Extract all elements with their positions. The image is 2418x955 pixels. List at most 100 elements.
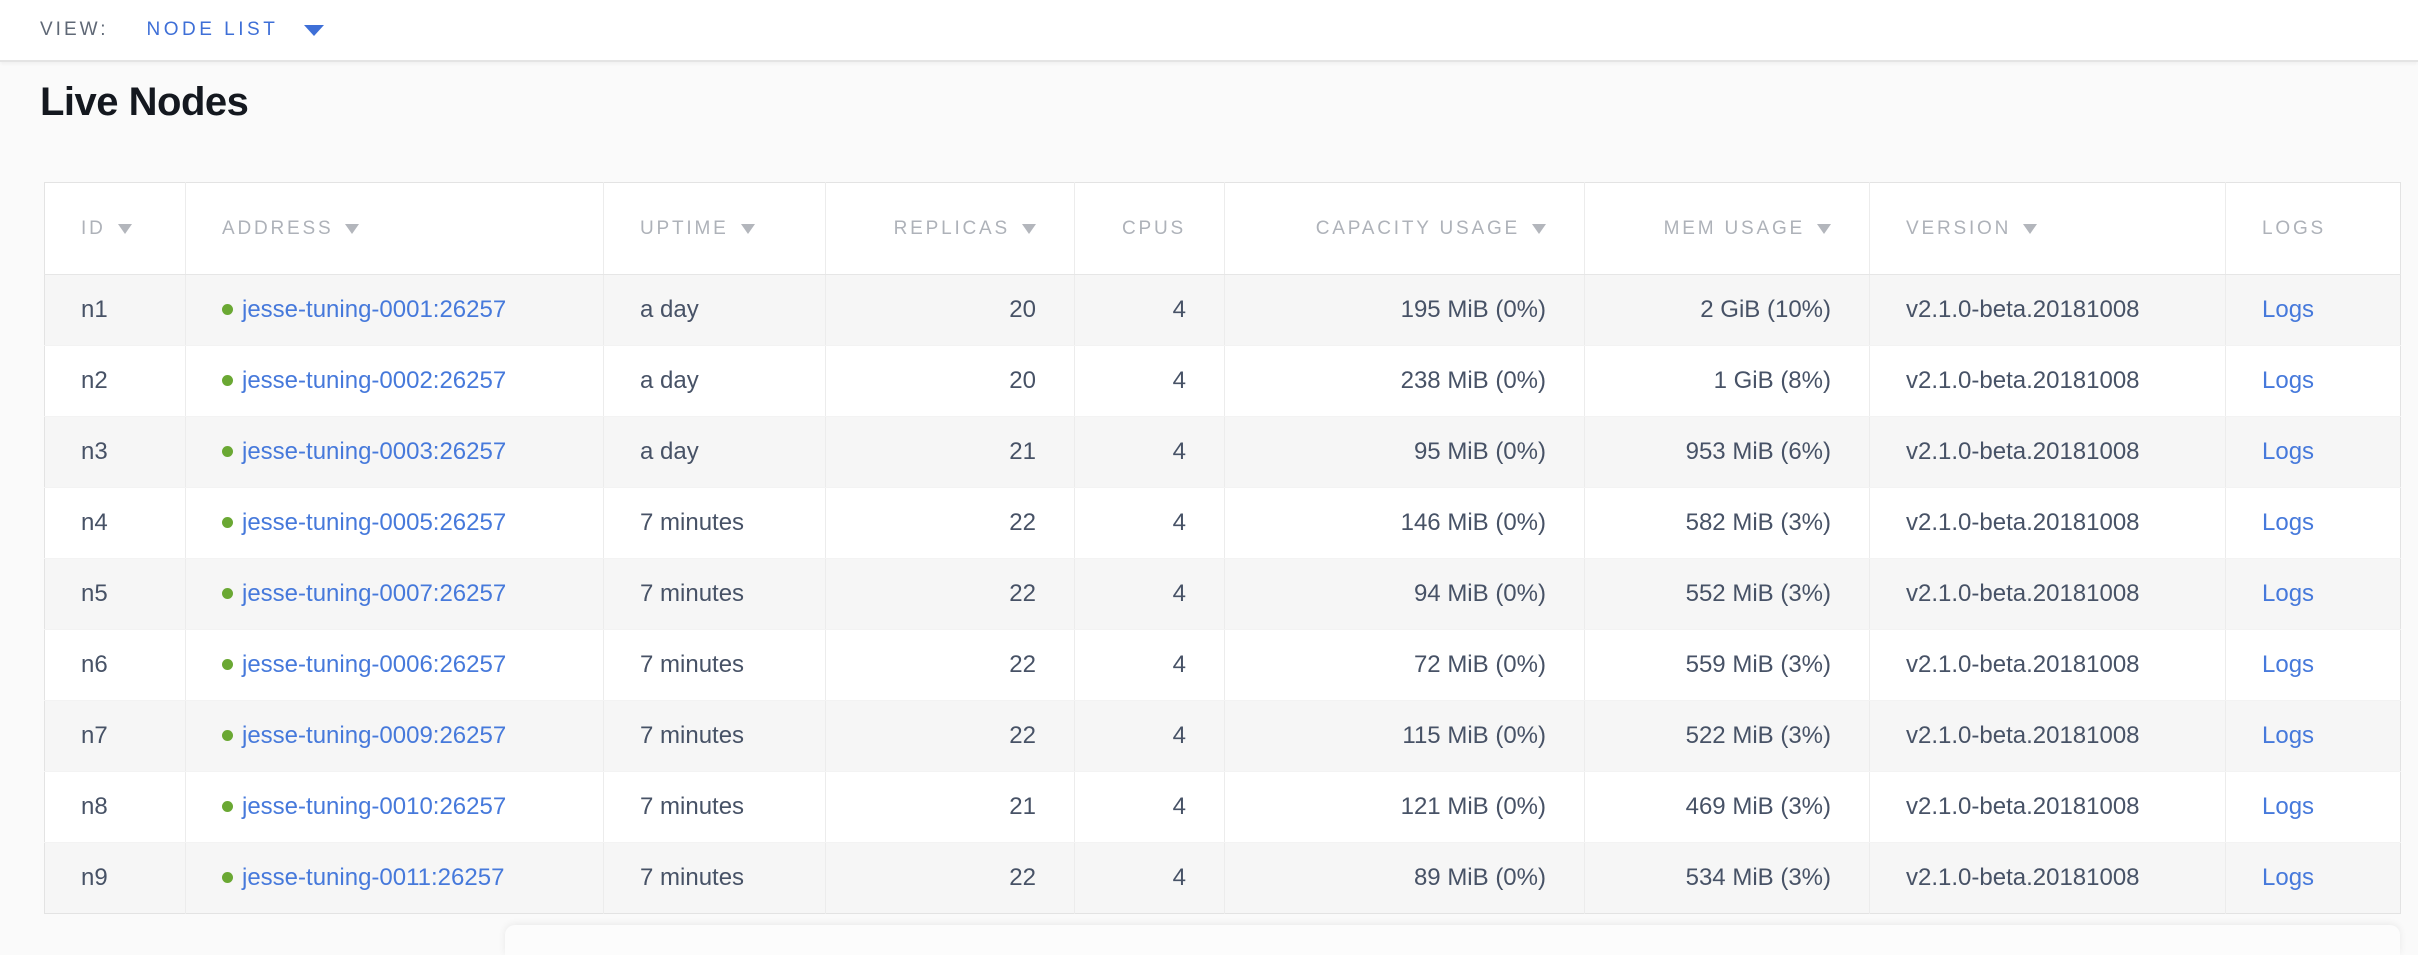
cell-capacity: 95 MiB (0%) — [1224, 416, 1585, 488]
logs-link[interactable]: Logs — [2262, 296, 2315, 323]
cell-version: v2.1.0-beta.20181008 — [1869, 629, 2226, 701]
address-link[interactable]: jesse-tuning-0007:26257 — [242, 580, 507, 607]
cell-replicas: 22 — [825, 842, 1075, 914]
logs-link[interactable]: Logs — [2262, 864, 2315, 891]
address-link[interactable]: jesse-tuning-0006:26257 — [242, 651, 507, 678]
logs-link[interactable]: Logs — [2262, 509, 2315, 536]
cell-cpus: 4 — [1074, 274, 1225, 346]
cell-version: v2.1.0-beta.20181008 — [1869, 345, 2226, 417]
logs-link[interactable]: Logs — [2262, 580, 2315, 607]
cell-address: jesse-tuning-0002:26257 — [185, 345, 604, 417]
column-header-capacity[interactable]: CAPACITY USAGE — [1224, 182, 1585, 275]
cell-uptime: 7 minutes — [603, 771, 826, 843]
table-header-row: ID ADDRESS UPTIME REPLICAS CPUS CAPACITY USAG… — [44, 182, 2401, 275]
cell-cpus: 4 — [1074, 558, 1225, 630]
address-link[interactable]: jesse-tuning-0010:26257 — [242, 793, 507, 820]
cell-replicas: 22 — [825, 558, 1075, 630]
address-link[interactable]: jesse-tuning-0003:26257 — [242, 438, 507, 465]
cell-logs: Logs — [2225, 700, 2401, 772]
table-row: n3 jesse-tuning-0003:26257 a day 21 4 95 MiB … — [44, 416, 2401, 488]
node-status-icon — [222, 588, 233, 599]
address-link[interactable]: jesse-tuning-0011:26257 — [242, 864, 505, 891]
cell-logs: Logs — [2225, 345, 2401, 417]
cell-version: v2.1.0-beta.20181008 — [1869, 771, 2226, 843]
cell-address: jesse-tuning-0009:26257 — [185, 700, 604, 772]
cell-mem: 552 MiB (3%) — [1584, 558, 1870, 630]
cell-cpus: 4 — [1074, 487, 1225, 559]
node-status-icon — [222, 659, 233, 670]
node-status-icon — [222, 872, 233, 883]
bottom-card-edge — [505, 925, 2400, 955]
column-header-logs: LOGS — [2225, 182, 2401, 275]
column-label: REPLICAS — [893, 217, 1010, 239]
cell-uptime: 7 minutes — [603, 842, 826, 914]
cell-id: n6 — [44, 629, 186, 701]
cell-id: n8 — [44, 771, 186, 843]
column-header-cpus: CPUS — [1074, 182, 1225, 275]
cell-capacity: 94 MiB (0%) — [1224, 558, 1585, 630]
cell-capacity: 195 MiB (0%) — [1224, 274, 1585, 346]
sort-desc-icon — [117, 223, 132, 234]
table-row: n4 jesse-tuning-0005:26257 7 minutes 22 4 146… — [44, 487, 2401, 559]
cell-logs: Logs — [2225, 416, 2401, 488]
view-selector[interactable]: NODE LIST — [147, 19, 325, 41]
column-label: VERSION — [1906, 217, 2012, 239]
cell-uptime: 7 minutes — [603, 487, 826, 559]
cell-mem: 2 GiB (10%) — [1584, 274, 1870, 346]
table-row: n7 jesse-tuning-0009:26257 7 minutes 22 4 115… — [44, 700, 2401, 772]
cell-capacity: 72 MiB (0%) — [1224, 629, 1585, 701]
cell-cpus: 4 — [1074, 842, 1225, 914]
view-bar: VIEW: NODE LIST — [0, 0, 2418, 62]
page-title: Live Nodes — [40, 80, 249, 124]
column-label: LOGS — [2262, 217, 2326, 239]
sort-desc-icon — [1022, 223, 1036, 234]
logs-link[interactable]: Logs — [2262, 793, 2315, 820]
cell-logs: Logs — [2225, 487, 2401, 559]
sort-desc-icon — [345, 223, 360, 234]
sort-desc-icon — [740, 223, 755, 234]
column-header-address[interactable]: ADDRESS — [185, 182, 604, 275]
cell-cpus: 4 — [1074, 771, 1225, 843]
cell-mem: 1 GiB (8%) — [1584, 345, 1870, 417]
cell-capacity: 115 MiB (0%) — [1224, 700, 1585, 772]
cell-mem: 953 MiB (6%) — [1584, 416, 1870, 488]
logs-link[interactable]: Logs — [2262, 722, 2315, 749]
cell-id: n3 — [44, 416, 186, 488]
cell-address: jesse-tuning-0011:26257 — [185, 842, 604, 914]
table-row: n8 jesse-tuning-0010:26257 7 minutes 21 4 121… — [44, 771, 2401, 843]
view-selected-value: NODE LIST — [146, 19, 279, 40]
cell-cpus: 4 — [1074, 345, 1225, 417]
cell-cpus: 4 — [1074, 416, 1225, 488]
cell-capacity: 238 MiB (0%) — [1224, 345, 1585, 417]
node-status-icon — [222, 375, 233, 386]
cell-id: n2 — [44, 345, 186, 417]
table-row: n1 jesse-tuning-0001:26257 a day 20 4 195 MiB… — [44, 274, 2401, 346]
main-content: Live Nodes ID ADDRESS UPTIME REPLICAS CPUS CA… — [0, 78, 2418, 914]
cell-id: n1 — [44, 274, 186, 346]
column-header-version[interactable]: VERSION — [1869, 182, 2226, 275]
column-header-mem[interactable]: MEM USAGE — [1584, 182, 1870, 275]
address-link[interactable]: jesse-tuning-0002:26257 — [242, 367, 507, 394]
table-row: n5 jesse-tuning-0007:26257 7 minutes 22 4 94 … — [44, 558, 2401, 630]
table-body: n1 jesse-tuning-0001:26257 a day 20 4 195 MiB… — [44, 274, 2401, 914]
sort-desc-icon — [1532, 223, 1546, 234]
cell-uptime: 7 minutes — [603, 629, 826, 701]
column-header-id[interactable]: ID — [44, 182, 186, 275]
column-header-replicas[interactable]: REPLICAS — [825, 182, 1075, 275]
logs-link[interactable]: Logs — [2262, 438, 2315, 465]
address-link[interactable]: jesse-tuning-0005:26257 — [242, 509, 507, 536]
sort-desc-icon — [1817, 223, 1831, 234]
cell-mem: 534 MiB (3%) — [1584, 842, 1870, 914]
column-header-uptime[interactable]: UPTIME — [603, 182, 826, 275]
node-status-icon — [222, 304, 233, 315]
column-label: CAPACITY USAGE — [1315, 217, 1520, 239]
address-link[interactable]: jesse-tuning-0009:26257 — [242, 722, 507, 749]
logs-link[interactable]: Logs — [2262, 651, 2315, 678]
address-link[interactable]: jesse-tuning-0001:26257 — [242, 296, 507, 323]
logs-link[interactable]: Logs — [2262, 367, 2315, 394]
cell-logs: Logs — [2225, 629, 2401, 701]
cell-address: jesse-tuning-0001:26257 — [185, 274, 604, 346]
cell-address: jesse-tuning-0007:26257 — [185, 558, 604, 630]
cell-version: v2.1.0-beta.20181008 — [1869, 700, 2226, 772]
cell-address: jesse-tuning-0003:26257 — [185, 416, 604, 488]
